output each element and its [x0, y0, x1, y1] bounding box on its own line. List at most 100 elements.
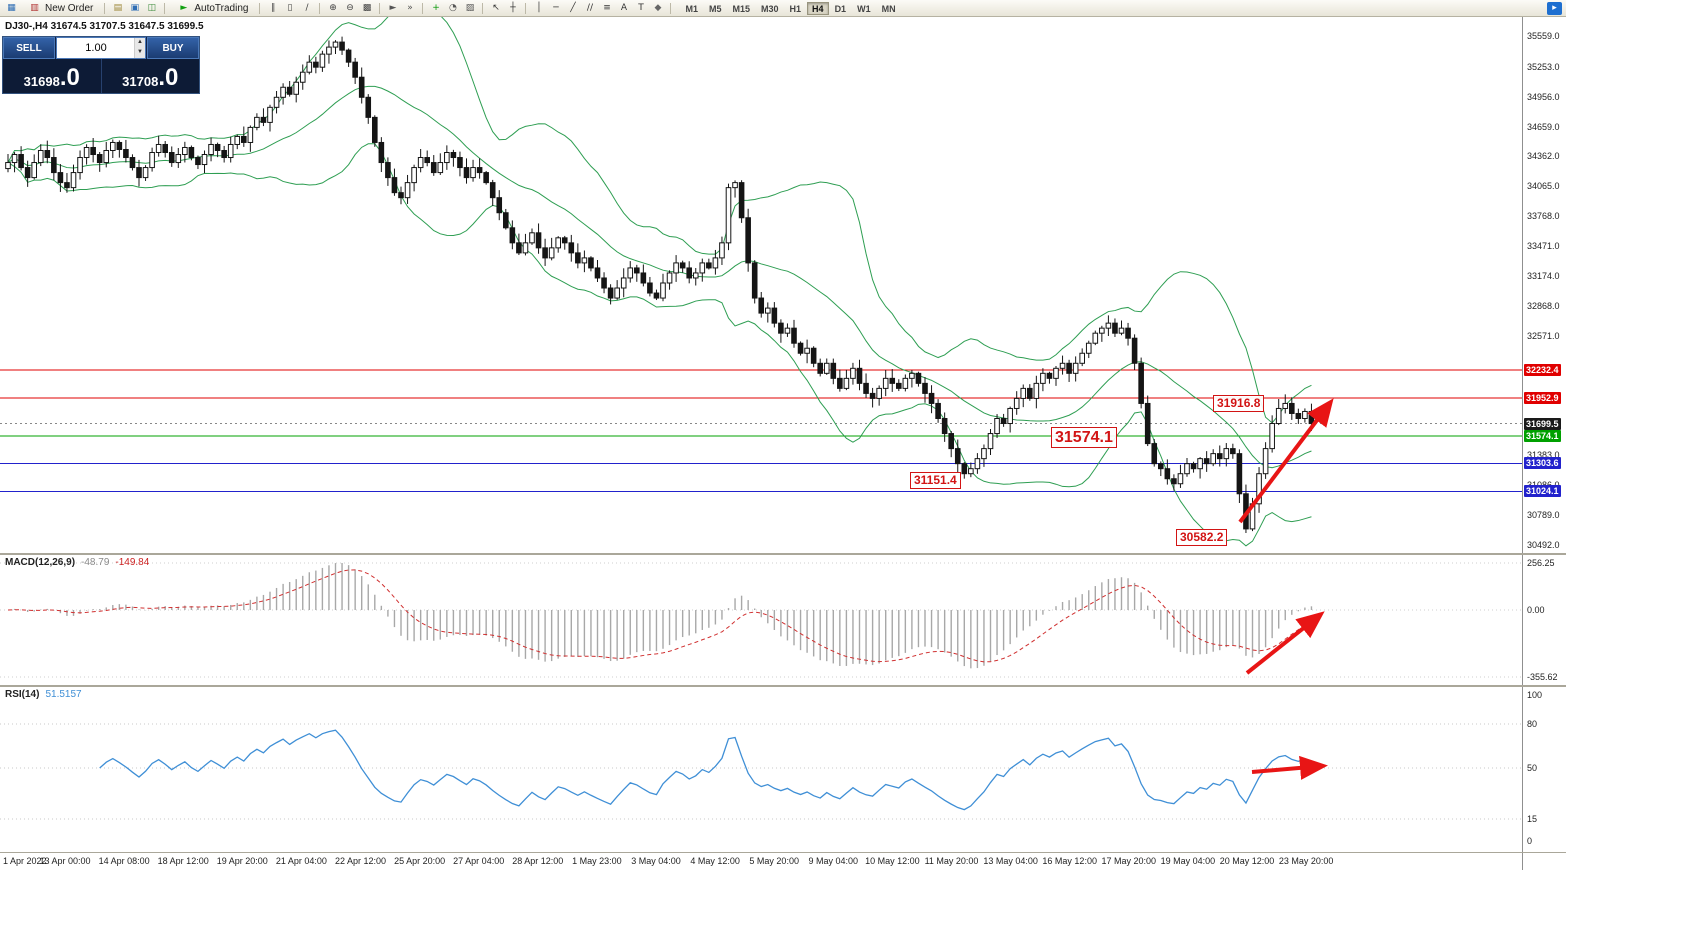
bars-chart-icon[interactable]: ∥: [270, 2, 276, 13]
autotrading-button[interactable]: ► AutoTrading: [170, 1, 254, 15]
price-axis[interactable]: 35559.0 35253.0 34956.0 34659.0 34362.0 34065…: [1522, 17, 1566, 870]
price-tick: 34956.0: [1527, 91, 1560, 102]
chart-shift-icon[interactable]: »: [407, 2, 413, 13]
time-axis-label: 1 May 23:00: [572, 856, 622, 866]
rsi-panel-canvas[interactable]: [0, 687, 1522, 852]
toolbar-separator: [164, 2, 166, 14]
timeframe-button-m15[interactable]: M15: [732, 3, 751, 14]
tile-windows-icon[interactable]: ▩: [362, 2, 372, 13]
panel-divider[interactable]: [0, 685, 1566, 687]
candles-chart-icon[interactable]: ▯: [287, 2, 293, 13]
volume-up-button[interactable]: ▲: [135, 38, 145, 48]
rsi-scale-tick: 15: [1527, 814, 1538, 825]
macd-panel-canvas[interactable]: [0, 555, 1522, 685]
price-tick: 33471.0: [1527, 240, 1560, 251]
crosshair-icon[interactable]: ┼: [510, 2, 516, 13]
trendline-icon[interactable]: ╱: [570, 2, 576, 13]
volume-input[interactable]: [57, 38, 145, 58]
volume-field-wrap: ▲ ▼: [56, 37, 146, 59]
rsi-scale-tick: 0: [1527, 836, 1533, 846]
macd-scale-tick: 0.00: [1527, 605, 1545, 615]
sell-price[interactable]: 31698 .0: [3, 59, 102, 93]
auto-scroll-icon[interactable]: ►: [389, 2, 397, 13]
toolbar-separator: [525, 2, 527, 14]
timeframe-button-h4[interactable]: H4: [807, 1, 829, 15]
mt4-window: ▦ ▥ New Order ▤ ▣ ◫ ► AutoTrading ∥ ▯ / ⊕ ⊖ ▩ ► »…: [0, 0, 1566, 870]
price-badge: 31699.5: [1524, 417, 1561, 430]
timeframe-button-mn[interactable]: MN: [881, 3, 896, 14]
line-chart-icon[interactable]: /: [305, 2, 309, 13]
buy-price-main: 31708: [122, 74, 159, 89]
timeframe-button-m5[interactable]: M5: [708, 3, 722, 14]
panel-divider: [0, 852, 1566, 853]
price-tick: 33768.0: [1527, 210, 1560, 221]
macd-scale-tick: -355.62: [1527, 672, 1558, 682]
price-callout-label[interactable]: 31151.4: [910, 472, 961, 489]
time-axis-label: 19 May 04:00: [1160, 856, 1216, 866]
price-badge: 31574.1: [1524, 430, 1561, 443]
new-order-label: New Order: [45, 2, 94, 14]
rsi-scale-tick: 100: [1527, 690, 1543, 700]
shapes-icon[interactable]: ◆: [654, 2, 662, 13]
panel-divider[interactable]: [0, 553, 1566, 555]
price-callout-label[interactable]: 31574.1: [1051, 427, 1117, 448]
community-icon[interactable]: ▸: [1547, 1, 1562, 15]
price-badge: 31952.9: [1524, 392, 1561, 405]
time-axis-label: 11 May 20:00: [924, 856, 979, 866]
time-axis-label: 27 Apr 04:00: [453, 856, 505, 866]
vertical-line-icon[interactable]: │: [536, 2, 542, 13]
time-axis-label: 9 May 04:00: [808, 856, 859, 866]
autotrading-play-icon: ►: [180, 2, 188, 13]
rsi-label: RSI(14) 51.5157: [5, 689, 82, 700]
timeframe-button-m30[interactable]: M30: [761, 3, 779, 14]
price-callout-label[interactable]: 31916.8: [1213, 395, 1265, 412]
channel-icon[interactable]: //: [586, 2, 593, 13]
fibonacci-icon[interactable]: ≡: [603, 2, 611, 13]
buy-button[interactable]: BUY: [147, 37, 199, 59]
sell-button[interactable]: SELL: [3, 37, 55, 59]
time-axis-label: 16 May 12:00: [1042, 856, 1097, 866]
macd-signal-value: -149.84: [115, 557, 150, 568]
autotrading-label: AutoTrading: [194, 2, 249, 14]
timeframe-button-h1[interactable]: H1: [789, 3, 802, 14]
new-order-button[interactable]: ▥ New Order: [21, 1, 99, 15]
chart-ohlc-info: DJ30-,H4 31674.5 31707.5 31647.5 31699.5: [5, 21, 204, 32]
price-tick: 35559.0: [1527, 31, 1560, 42]
price-tick: 34065.0: [1527, 181, 1560, 192]
price-callout-label[interactable]: 30582.2: [1176, 529, 1228, 546]
price-tick: 31086.0: [1527, 480, 1560, 491]
toolbar-separator: [670, 2, 672, 14]
cursor-icon[interactable]: ↖: [492, 2, 500, 13]
price-tick: 35253.0: [1527, 61, 1560, 72]
price-tick: 30492.0: [1527, 539, 1560, 550]
time-axis-label: 13 Apr 00:00: [39, 856, 91, 866]
time-axis-label: 17 May 20:00: [1101, 856, 1157, 866]
time-axis-label: 13 May 04:00: [983, 856, 1038, 866]
timeframe-button-m1[interactable]: M1: [685, 3, 698, 14]
horizontal-line-icon[interactable]: ─: [553, 2, 559, 13]
price-tick: 33174.0: [1527, 270, 1560, 281]
zoom-in-icon[interactable]: ⊕: [329, 2, 337, 13]
navigator-icon[interactable]: ◫: [147, 2, 157, 13]
timeframe-button-d1[interactable]: D1: [834, 3, 847, 14]
text-label-icon[interactable]: T: [638, 2, 644, 13]
indicators-icon[interactable]: +: [432, 2, 440, 13]
toolbar-separator: [104, 2, 106, 14]
periods-icon[interactable]: ◔: [449, 2, 457, 13]
sell-price-pips: .0: [59, 64, 80, 91]
new-chart-icon[interactable]: ▦: [7, 2, 16, 13]
market-watch-icon[interactable]: ▣: [130, 2, 140, 13]
price-tick: 34362.0: [1527, 151, 1560, 162]
profiles-icon[interactable]: ▤: [113, 2, 123, 13]
volume-down-button[interactable]: ▼: [135, 48, 145, 58]
buy-price[interactable]: 31708 .0: [102, 59, 200, 93]
text-icon[interactable]: A: [620, 2, 628, 13]
zoom-out-icon[interactable]: ⊖: [346, 2, 354, 13]
price-tick: 34659.0: [1527, 121, 1560, 132]
price-badge: 31303.6: [1524, 457, 1561, 470]
main-chart-canvas[interactable]: [0, 17, 1522, 553]
toolbar: ▦ ▥ New Order ▤ ▣ ◫ ► AutoTrading ∥ ▯ / ⊕ ⊖ ▩ ► »…: [0, 0, 1566, 17]
time-axis-label: 19 Apr 20:00: [216, 856, 268, 866]
timeframe-button-w1[interactable]: W1: [857, 3, 871, 14]
templates-icon[interactable]: ▨: [465, 2, 475, 13]
